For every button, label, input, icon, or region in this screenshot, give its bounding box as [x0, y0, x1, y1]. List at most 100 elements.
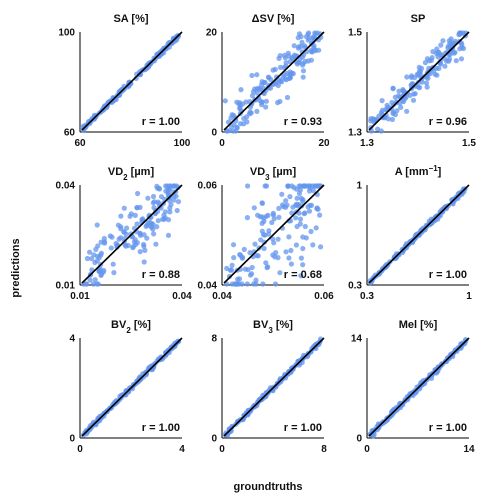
data-point: [458, 56, 465, 62]
data-point: [249, 264, 255, 271]
data-point: [92, 277, 98, 283]
y-tick-label: 4: [69, 334, 75, 345]
data-point: [289, 56, 296, 62]
data-point: [300, 68, 307, 74]
data-point: [270, 236, 276, 242]
data-point: [154, 224, 160, 230]
data-point: [255, 253, 261, 259]
x-tick-label: 0.3: [360, 291, 374, 302]
identity-line: [368, 337, 470, 437]
data-point: [87, 249, 93, 255]
data-point: [314, 30, 320, 36]
data-point: [132, 212, 138, 218]
data-point: [453, 58, 459, 64]
panel-title: A [mm−1]: [395, 164, 442, 179]
data-point: [427, 222, 433, 228]
data-point: [171, 197, 177, 203]
data-point: [229, 262, 235, 268]
y-tick-label: 14: [351, 334, 363, 345]
panel-7: BV2 [%] 00 4 4 r = 1.00: [69, 319, 185, 455]
data-point: [84, 255, 90, 262]
data-point: [245, 183, 251, 189]
data-point: [296, 190, 302, 197]
data-point: [155, 218, 161, 224]
data-point: [290, 71, 296, 77]
data-point: [289, 183, 295, 189]
data-point: [174, 207, 180, 214]
x-tick-label: 0.04: [212, 291, 232, 302]
data-point: [446, 38, 452, 44]
data-point: [141, 259, 147, 265]
data-point: [242, 266, 248, 272]
data-point: [168, 344, 175, 350]
y-tick-label: 0.04: [198, 281, 218, 292]
data-point: [438, 42, 444, 48]
data-point: [419, 227, 425, 233]
data-point: [400, 87, 406, 93]
data-point: [300, 262, 306, 268]
y-tick-label: 0.04: [56, 181, 76, 192]
data-point: [308, 57, 314, 63]
data-point: [424, 84, 430, 90]
data-point: [263, 98, 269, 104]
data-point: [247, 109, 253, 115]
data-point: [151, 205, 157, 211]
panel-3: SP 1.31.3 1.5 1.5 r = 0.96: [348, 13, 476, 149]
data-point: [287, 194, 293, 200]
data-point: [263, 260, 269, 266]
data-point: [286, 234, 292, 240]
panel-title: VD2 [µm]: [108, 166, 155, 182]
data-point: [101, 240, 108, 246]
data-point: [414, 71, 420, 77]
data-point: [302, 183, 308, 189]
data-point: [261, 245, 267, 252]
identity-line: [368, 31, 470, 131]
data-point: [244, 281, 250, 287]
data-point: [456, 30, 463, 36]
data-point: [283, 60, 289, 66]
data-point: [230, 128, 236, 134]
data-point: [238, 87, 244, 93]
data-point: [286, 53, 292, 59]
data-point: [237, 100, 243, 106]
y-tick-label: 0.3: [348, 281, 362, 292]
data-point: [393, 99, 400, 105]
data-point: [236, 281, 242, 287]
data-point: [282, 52, 288, 58]
data-point: [121, 229, 127, 235]
data-point: [288, 261, 294, 267]
y-tick-label: 20: [206, 28, 218, 39]
data-point: [231, 255, 237, 261]
data-point: [294, 186, 300, 192]
data-point: [276, 55, 282, 62]
data-point: [440, 38, 446, 44]
data-point: [269, 219, 275, 226]
y-axis-label: predictions: [10, 238, 22, 297]
data-point: [145, 220, 151, 226]
data-point: [425, 75, 431, 81]
data-point: [261, 239, 267, 245]
data-point: [144, 235, 150, 241]
data-point: [247, 250, 253, 256]
data-point: [138, 232, 144, 238]
data-point: [434, 46, 440, 52]
data-point: [249, 271, 255, 277]
data-point: [124, 225, 130, 231]
data-point: [460, 186, 466, 192]
data-point: [222, 98, 228, 104]
x-tick-label: 14: [463, 444, 475, 455]
data-point: [111, 270, 117, 276]
data-point: [130, 244, 136, 250]
x-tick-label: 0: [77, 444, 83, 455]
data-point: [277, 77, 283, 83]
data-point: [251, 205, 257, 211]
data-point: [316, 183, 322, 189]
correlation-label: r = 0.88: [142, 269, 180, 281]
y-tick-label: 0.06: [198, 181, 218, 192]
data-point: [280, 204, 286, 210]
correlation-label: r = 0.96: [429, 116, 467, 128]
data-point: [236, 276, 243, 282]
data-point: [434, 72, 440, 78]
data-point: [317, 212, 323, 218]
